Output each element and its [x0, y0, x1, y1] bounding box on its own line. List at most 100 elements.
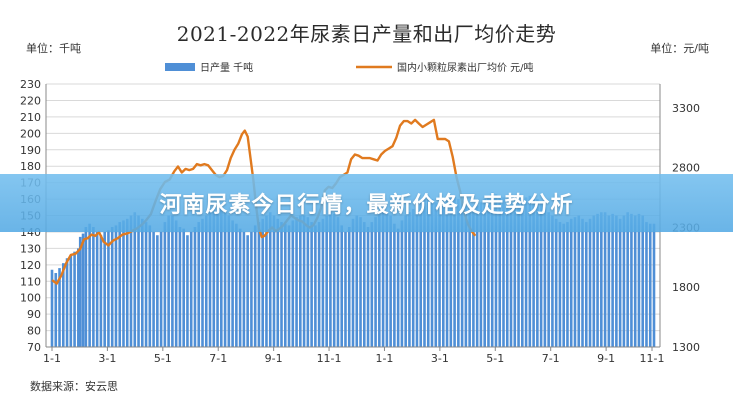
- bar: [171, 215, 174, 347]
- bar: [88, 223, 91, 347]
- bar: [645, 222, 648, 347]
- y-left-tick-label: 220: [20, 94, 41, 107]
- bar: [393, 223, 396, 347]
- bar: [521, 199, 524, 347]
- bar: [562, 223, 565, 347]
- bar: [487, 195, 490, 347]
- bar: [566, 222, 569, 347]
- bar: [152, 231, 155, 347]
- bar: [235, 223, 238, 347]
- bar: [423, 199, 426, 347]
- bar: [81, 233, 85, 347]
- bar: [156, 235, 159, 347]
- bar: [362, 222, 366, 347]
- bar: [257, 222, 261, 347]
- bar: [216, 207, 219, 347]
- y-left-tick-label: 80: [27, 325, 41, 338]
- bar: [366, 227, 370, 347]
- bar: [396, 228, 400, 347]
- bar: [449, 195, 453, 347]
- bar: [137, 215, 140, 347]
- legend: 日产量 千吨 国内小颗粒尿素出厂均价 元/吨: [165, 61, 534, 74]
- bar: [287, 225, 291, 347]
- bar: [246, 235, 249, 347]
- bar: [99, 235, 103, 347]
- x-tick-label: 9-1: [265, 352, 283, 365]
- bar: [490, 192, 494, 347]
- bar: [295, 217, 298, 347]
- bar: [558, 222, 562, 347]
- bar: [547, 212, 550, 347]
- bar: [600, 212, 603, 347]
- x-tick-label: 1-1: [43, 352, 61, 365]
- bar: [430, 199, 434, 347]
- bar: [637, 213, 641, 347]
- bar: [528, 195, 532, 347]
- y-left-tick-label: 120: [20, 259, 41, 272]
- bar: [536, 199, 539, 347]
- bar: [317, 222, 321, 347]
- bar: [65, 258, 69, 347]
- y-left-tick-label: 200: [20, 127, 41, 140]
- bar: [253, 225, 257, 347]
- x-tick-label: 7-1: [209, 352, 227, 365]
- bar: [505, 199, 509, 347]
- y-left-tick-label: 100: [20, 292, 41, 305]
- bar: [626, 212, 629, 347]
- y-left-tick-label: 210: [20, 111, 41, 124]
- bar: [201, 218, 204, 347]
- bar: [283, 223, 287, 347]
- bar: [581, 218, 584, 347]
- bar: [272, 215, 276, 347]
- bar: [641, 215, 645, 347]
- x-tick-label: 11-1: [317, 352, 342, 365]
- bar: [107, 230, 110, 347]
- bar: [442, 202, 445, 347]
- bar: [359, 217, 362, 347]
- bar: [648, 223, 652, 347]
- bar: [193, 227, 197, 347]
- bar: [336, 217, 340, 347]
- data-source-label: 数据来源：安云思: [30, 380, 118, 393]
- bar: [159, 231, 163, 347]
- y-right-tick-label: 2800: [672, 162, 700, 175]
- bar: [265, 215, 268, 347]
- bar: [95, 231, 99, 347]
- bar: [250, 231, 253, 347]
- y-right-tick-label: 1800: [672, 281, 700, 294]
- headline-text: 河南尿素今日行情，最新价格及走势分析: [159, 193, 574, 218]
- bar: [299, 215, 302, 347]
- bar: [475, 205, 479, 347]
- x-tick-label: 11-1: [640, 352, 665, 365]
- bar: [220, 208, 223, 347]
- bar: [385, 212, 389, 347]
- bar: [110, 227, 114, 347]
- bar: [61, 263, 65, 347]
- bar: [404, 215, 407, 347]
- bar: [464, 205, 468, 347]
- bar: [611, 213, 614, 347]
- bar: [340, 225, 344, 347]
- bar: [69, 254, 73, 347]
- bar: [144, 222, 148, 347]
- chart-title: 2021-2022年尿素日产量和出厂均价走势: [176, 22, 557, 46]
- bar: [54, 273, 58, 347]
- bar: [103, 231, 106, 347]
- bar: [276, 218, 280, 347]
- bar: [231, 220, 234, 347]
- bar: [227, 215, 231, 347]
- bar: [84, 227, 88, 347]
- bar: [370, 222, 374, 347]
- bar: [321, 218, 325, 347]
- bar: [419, 202, 423, 347]
- bar: [280, 222, 283, 347]
- y-left-tick-label: 70: [27, 341, 41, 354]
- bar: [314, 225, 317, 347]
- bar: [77, 248, 80, 347]
- bar: [212, 208, 216, 347]
- bar: [513, 205, 517, 347]
- y-left-tick-label: 130: [20, 242, 41, 255]
- bar: [494, 194, 498, 347]
